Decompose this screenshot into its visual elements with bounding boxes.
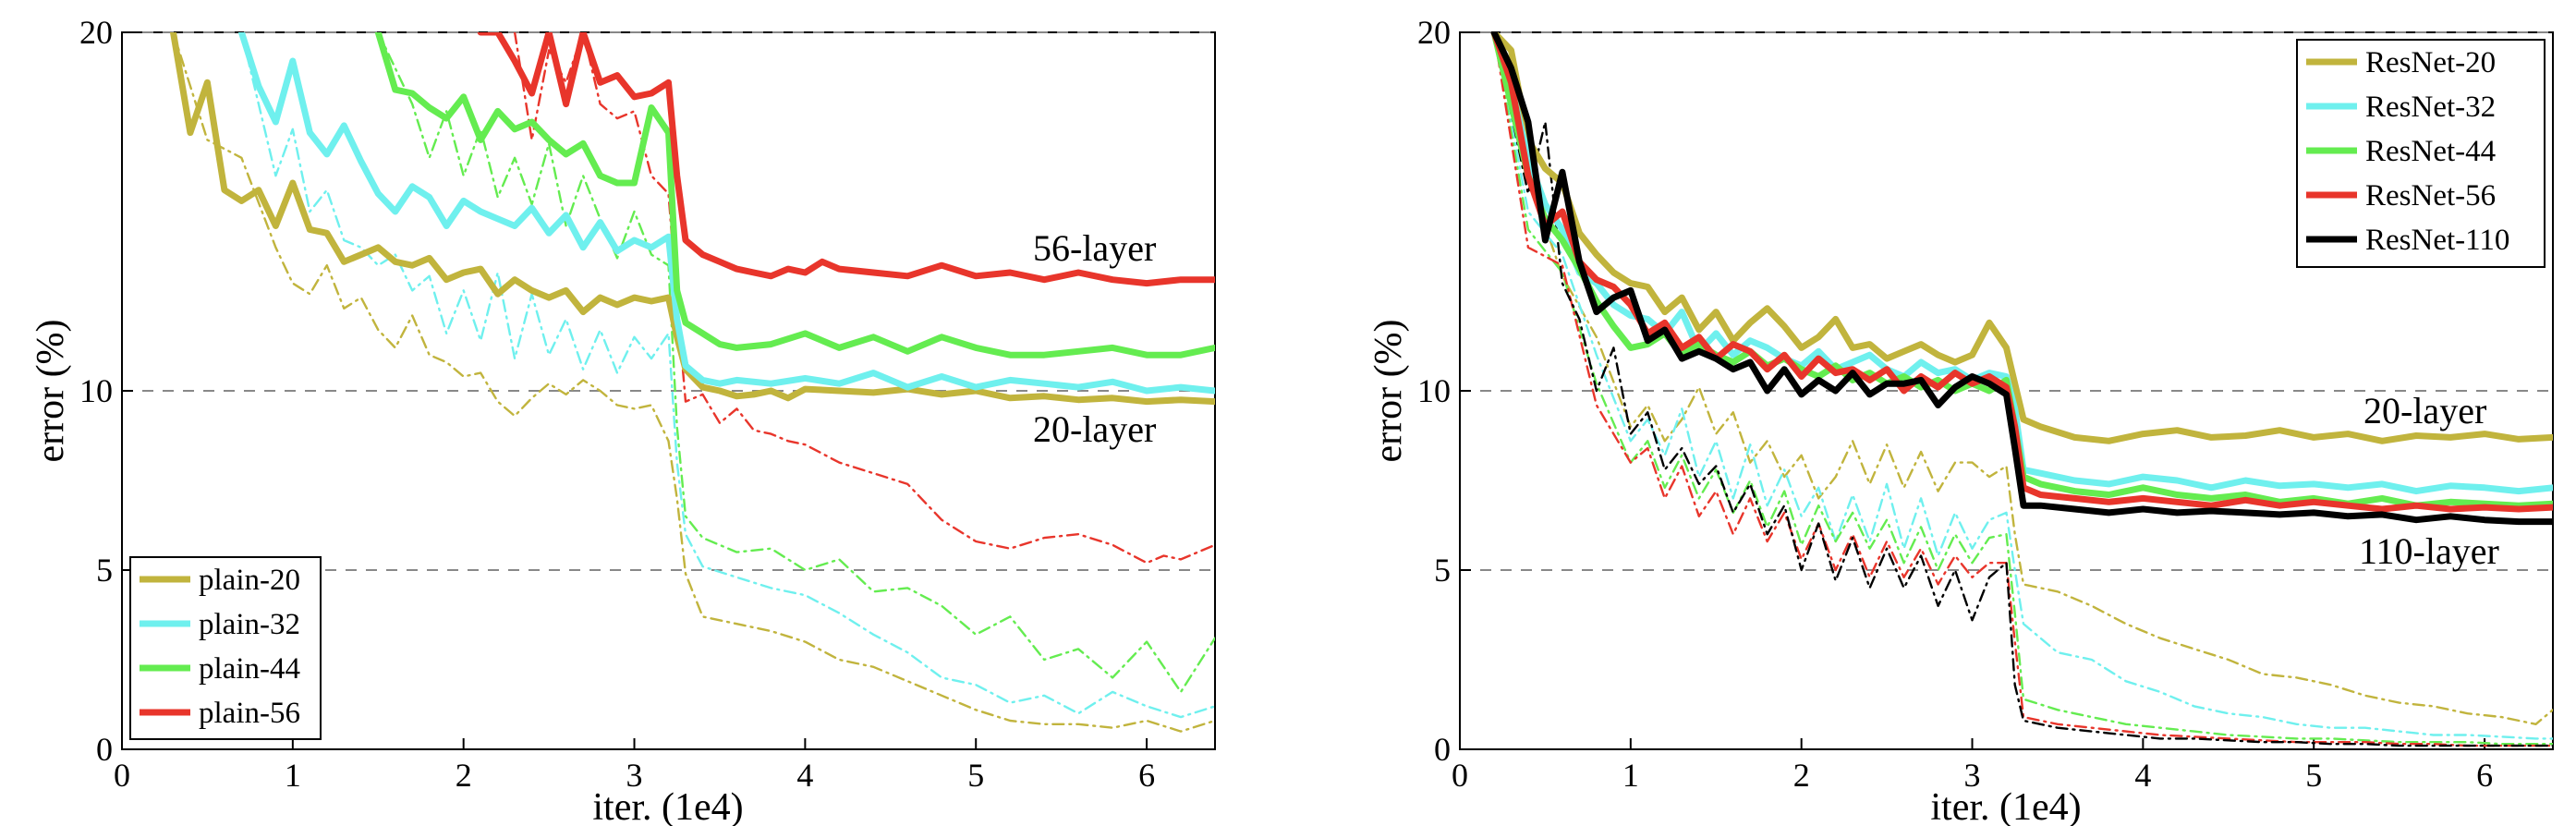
legend-label: ResNet-32 <box>2365 91 2496 124</box>
x-tick-label: 4 <box>796 757 813 794</box>
x-axis-label: iter. (1e4) <box>1930 786 2081 826</box>
legend-label: plain-20 <box>199 564 300 597</box>
legend-label: ResNet-56 <box>2365 179 2496 213</box>
legend-label: ResNet-20 <box>2365 46 2496 79</box>
x-tick-label: 0 <box>114 757 130 794</box>
legend-label: plain-44 <box>199 652 300 686</box>
y-tick-label: 20 <box>1417 14 1451 51</box>
x-tick-label: 4 <box>2134 757 2151 794</box>
legend-label: plain-32 <box>199 608 300 641</box>
y-tick-label: 10 <box>1417 372 1451 409</box>
annotation-20-layer: 20-layer <box>2363 390 2486 431</box>
x-tick-label: 5 <box>2305 757 2322 794</box>
x-tick-label: 6 <box>1138 757 1155 794</box>
annotation-56-layer: 56-layer <box>1033 227 1156 269</box>
y-axis-label: error (%) <box>1367 319 1410 462</box>
x-tick-label: 1 <box>1622 757 1639 794</box>
x-tick-label: 0 <box>1452 757 1468 794</box>
legend-label: ResNet-110 <box>2365 224 2509 257</box>
y-tick-label: 10 <box>79 372 113 409</box>
y-tick-label: 0 <box>1434 731 1451 768</box>
annotation-20-layer: 20-layer <box>1033 408 1156 450</box>
x-tick-label: 6 <box>2476 757 2493 794</box>
y-tick-label: 5 <box>1434 552 1451 589</box>
x-tick-label: 1 <box>285 757 301 794</box>
legend: plain-20 plain-32 plain-44 plain-56 <box>130 557 321 739</box>
y-tick-label: 5 <box>96 552 113 589</box>
x-axis-label: iter. (1e4) <box>592 786 743 826</box>
annotation-110-layer: 110-layer <box>2359 530 2499 572</box>
y-tick-label: 0 <box>96 731 113 768</box>
y-axis-label: error (%) <box>30 319 72 462</box>
x-tick-label: 5 <box>967 757 984 794</box>
x-tick-label: 2 <box>1793 757 1810 794</box>
y-tick-label: 20 <box>79 14 113 51</box>
legend-label: plain-56 <box>199 697 300 730</box>
legend-label: ResNet-44 <box>2365 135 2496 168</box>
legend: ResNet-20 ResNet-32 ResNet-44 ResNet-56 ResN… <box>2297 40 2545 267</box>
x-tick-label: 2 <box>456 757 472 794</box>
